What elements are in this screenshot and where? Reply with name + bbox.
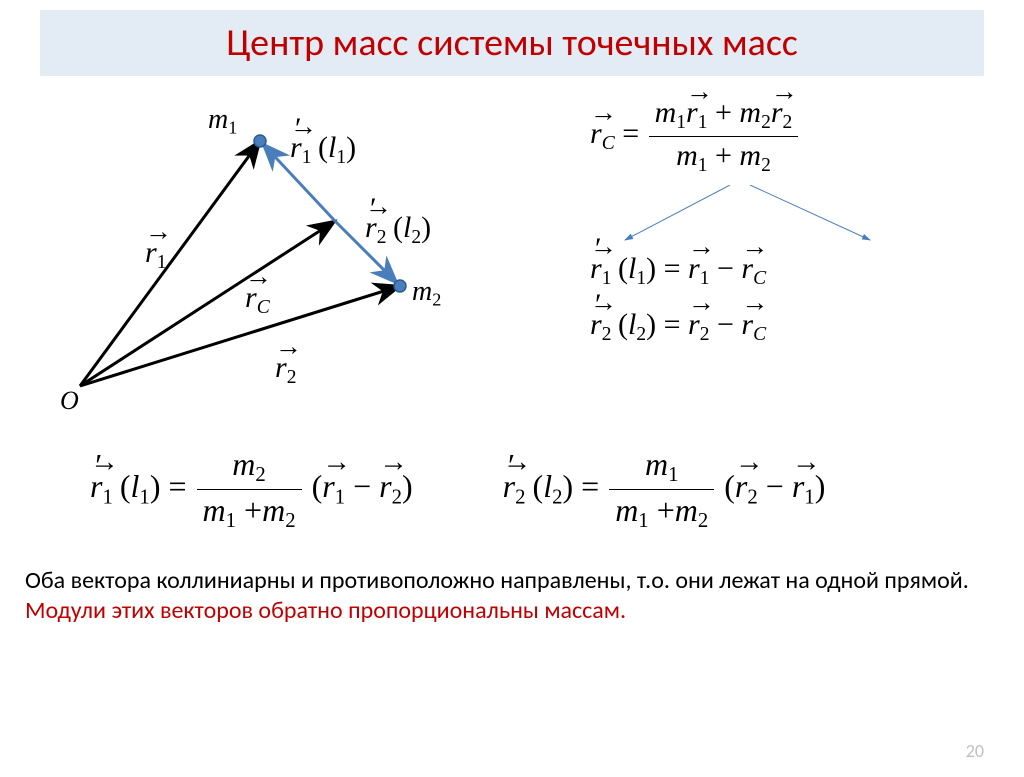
vector-rc	[80, 221, 335, 386]
caption-text: Оба вектора коллиниарны и противоположно…	[25, 566, 1005, 626]
formulas-bottom-row: r1′(l1) = m2 m1 +m2 (r1 − r2) r2′(l2) = …	[90, 446, 990, 533]
slide-title: Центр масс системы точечных масс	[226, 20, 798, 66]
caption-red: Модули этих векторов обратно пропорциона…	[25, 596, 626, 625]
label-r1: r1	[145, 236, 166, 274]
slide-title-bar: Центр масс системы точечных масс	[40, 10, 984, 76]
formula-r1-prime: r1′(l1) = r1 − rC	[590, 252, 990, 290]
label-rc: rC	[245, 281, 270, 319]
label-r2-prime: r2′(l2)	[365, 211, 431, 249]
origin-label: O	[60, 386, 79, 416]
formulas-right-block: rC = m1r1 + m2r2 m1 + m2 r1′(l1) = r1 − …	[590, 96, 990, 363]
formula-r2-prime: r2′(l2) = r2 − rC	[590, 308, 990, 346]
point-m1	[254, 135, 266, 147]
annotation-arrow-2	[750, 185, 870, 240]
formula-rc: rC = m1r1 + m2r2 m1 + m2	[590, 96, 990, 177]
content-area: O m1 m2 r1 rC r2 r1′(l1) r2′(l2) rC = m1…	[0, 76, 1024, 716]
caption-black: Оба вектора коллиниарны и противоположно…	[25, 566, 969, 595]
vector-r2	[80, 286, 400, 386]
point-m2	[394, 280, 406, 292]
formula-r2-prime-full: r2′(l2) = m1 m1 +m2 (r2 − r1)	[503, 446, 826, 533]
annotation-arrows-svg	[590, 185, 990, 245]
vector-r1	[80, 141, 260, 386]
label-m1: m1	[208, 104, 237, 138]
label-r2: r2	[275, 351, 296, 389]
page-number: 20	[966, 740, 984, 762]
formula-r1-prime-full: r1′(l1) = m2 m1 +m2 (r1 − r2)	[90, 446, 413, 533]
label-r1-prime: r1′(l1)	[290, 131, 356, 169]
label-m2: m2	[412, 276, 441, 310]
vector-diagram: O m1 m2 r1 rC r2 r1′(l1) r2′(l2)	[60, 96, 490, 426]
